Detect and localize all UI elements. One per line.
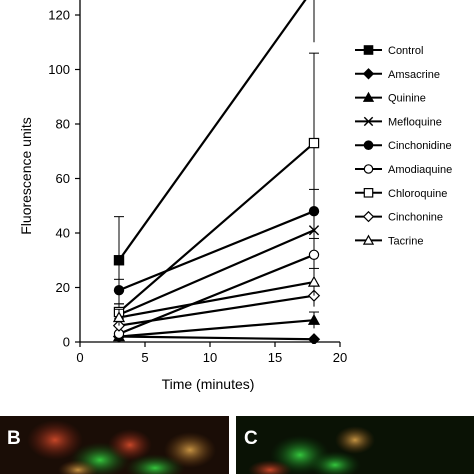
legend-label: Amsacrine [388, 69, 440, 81]
data-point-quinine [307, 313, 321, 325]
data-point-chloroquine [308, 137, 320, 149]
panel-b-label: B [7, 428, 21, 449]
legend-label: Quinine [388, 93, 426, 105]
panel-c: C [236, 416, 474, 474]
series-layer [112, 0, 321, 344]
panel-c-cell [335, 426, 375, 454]
legend-item: Control [355, 45, 423, 57]
series-line-amsacrine [118, 335, 315, 341]
series-tacrine [112, 267, 321, 326]
y-tick-label: 0 [63, 335, 70, 350]
series-line-mefloquine [118, 229, 315, 316]
y-tick-label: 40 [56, 226, 70, 241]
legend-item: Quinine [355, 91, 426, 105]
x-tick-label: 15 [268, 350, 282, 365]
series-line-cinchonidine [118, 210, 315, 292]
legend-item: Chloroquine [355, 188, 447, 200]
x-tick-label: 20 [333, 350, 347, 365]
panel-b-cell [27, 420, 83, 460]
legend-marker [363, 164, 374, 174]
panel-c-label: C [244, 428, 258, 449]
legend-marker [362, 210, 375, 223]
data-point-tacrine [112, 311, 126, 323]
legend-marker [363, 45, 374, 55]
series-cinchonidine [113, 188, 320, 302]
series-line-control [118, 0, 307, 261]
legend-marker [363, 140, 374, 150]
legend-marker-stroke [363, 116, 374, 127]
panel-b: B [0, 416, 229, 474]
plot-area: 0 5 10 15 20 0 20 40 60 80 100 120 Fluorescence uni… [18, 0, 347, 392]
panel-b-cell [108, 429, 152, 461]
legend-label: Control [388, 45, 423, 57]
y-tick-label: 20 [56, 280, 70, 295]
legend-label: Cinchonidine [388, 140, 452, 152]
legend-item: Amsacrine [355, 68, 440, 81]
legend-item: Cinchonidine [355, 140, 452, 152]
y-tick-label: 100 [48, 62, 70, 77]
legend-marker [362, 234, 375, 245]
x-tick-label: 5 [141, 350, 148, 365]
x-axis-title: Time (minutes) [162, 376, 255, 392]
data-point-tacrine [307, 275, 321, 287]
legend-marker [363, 188, 374, 198]
data-point-amodiaquine [308, 249, 320, 260]
legend-item: Mefloquine [355, 116, 442, 128]
legend-label: Tacrine [388, 235, 423, 247]
series-line-quinine [118, 319, 315, 338]
series-line-cinchonine [118, 294, 315, 327]
panel-b-cell [58, 460, 98, 474]
data-point-control [113, 255, 125, 266]
x-tick-label: 10 [203, 350, 217, 365]
panel-c-cell [248, 460, 292, 474]
series-control [113, 0, 315, 304]
legend-item: Amodiaquine [355, 164, 452, 176]
series-line-chloroquine [118, 142, 315, 313]
y-tick-label: 80 [56, 117, 70, 132]
legend-marker [362, 68, 375, 80]
y-tick-label: 120 [48, 8, 70, 23]
legend-marker [362, 91, 375, 102]
legend-label: Cinchonine [388, 212, 443, 224]
x-tick-label: 0 [76, 350, 83, 365]
series-line-tacrine [118, 280, 315, 319]
legend: Control Amsacrine Quinine Mefloquine Cinchon… [355, 45, 452, 247]
legend-item: Cinchonine [355, 210, 443, 224]
legend-label: Mefloquine [388, 116, 442, 128]
y-tick-label: 60 [56, 171, 70, 186]
panel-divider [229, 416, 236, 474]
legend-marker [363, 116, 374, 127]
panel-c-cell [309, 451, 361, 474]
panel-b-cell [164, 432, 216, 468]
data-point-amsacrine [307, 333, 321, 344]
micrograph-panels: B C [0, 416, 474, 474]
legend-label: Chloroquine [388, 188, 447, 200]
axes-layer: 0 5 10 15 20 0 20 40 60 80 100 120 [48, 0, 347, 365]
legend-item: Tacrine [355, 234, 423, 247]
legend-label: Amodiaquine [388, 164, 452, 176]
y-axis-title: Fluorescence units [18, 117, 34, 235]
data-point-cinchonidine [113, 285, 125, 296]
